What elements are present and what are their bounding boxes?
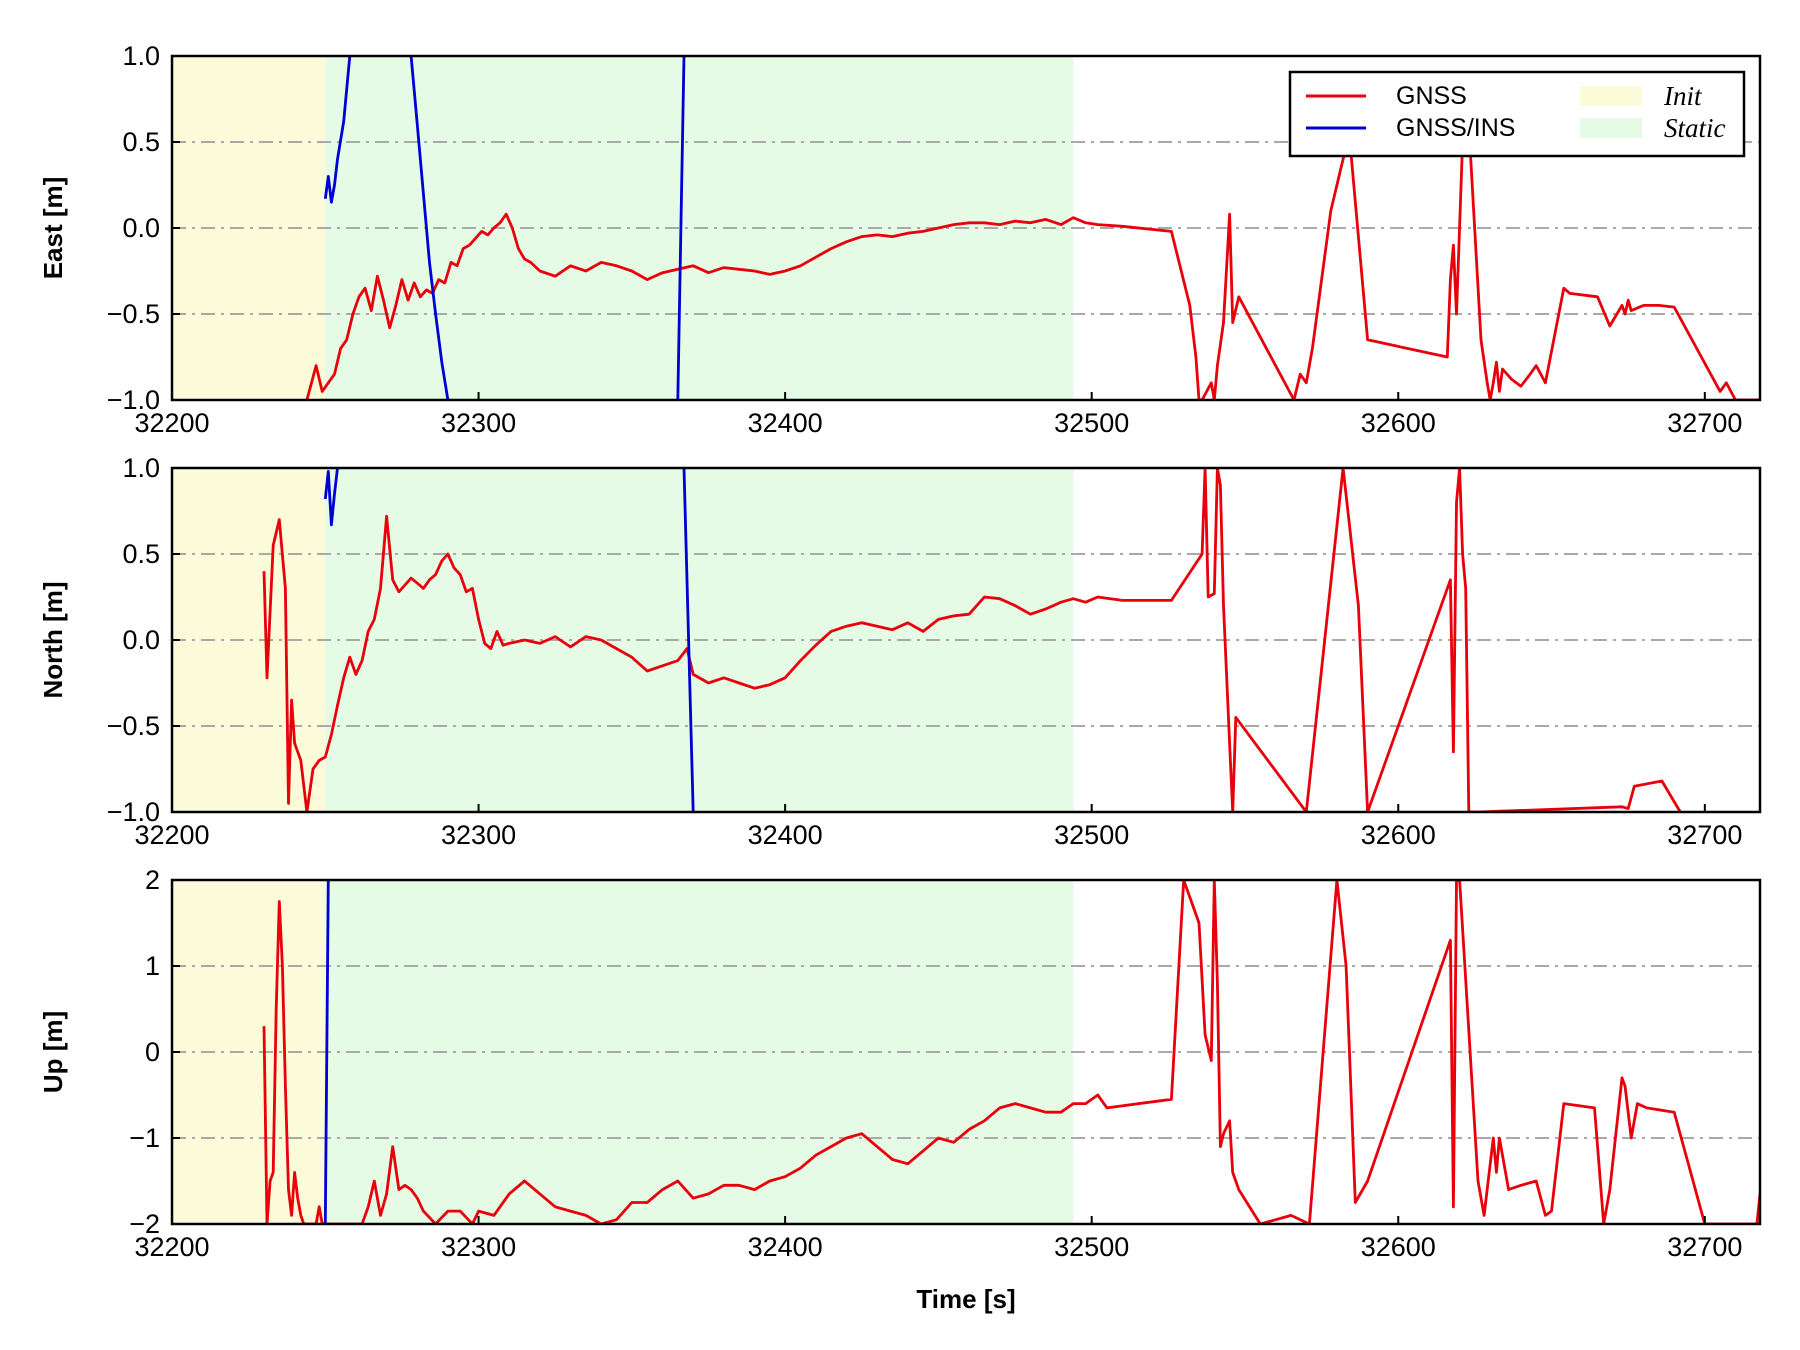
x-tick-label: 32700	[1667, 820, 1742, 850]
legend-item-static: Static	[1580, 113, 1726, 143]
series-gnss-ins-line	[409, 56, 450, 400]
series-gnss-ins-line	[682, 468, 695, 812]
legend-item-gnss-ins: GNSS/INS	[1306, 114, 1515, 142]
y-tick-label: 0.0	[122, 625, 160, 655]
y-tick-label: 0	[145, 1037, 160, 1067]
legend-frame	[1288, 70, 1746, 158]
x-tick-label: 32700	[1667, 1232, 1742, 1262]
y-tick-label: −0.5	[107, 711, 160, 741]
y-tick-label: −1	[129, 1123, 160, 1153]
x-tick-label: 32300	[441, 408, 516, 438]
plot-area	[262, 468, 1682, 812]
y-tick-label: 1	[145, 951, 160, 981]
legend-swatch-init	[1580, 86, 1642, 106]
legend-label-gnss: GNSS	[1396, 82, 1467, 110]
series-gnss-ins-line	[323, 56, 352, 204]
y-tick-label: 1.0	[122, 41, 160, 71]
y-axis-label: North [m]	[38, 582, 68, 699]
panel-east-m: 32200 32300 32400 32500 32600 32700 −1.0 −0.5 0.…	[38, 41, 1762, 438]
y-tick-label: 2	[145, 865, 160, 895]
x-tick-label: 32300	[441, 1232, 516, 1262]
y-tick-label: −1.0	[107, 385, 160, 415]
plot-area	[262, 880, 1760, 1224]
x-tick-label: 32400	[748, 820, 823, 850]
x-tick-label: 32600	[1361, 1232, 1436, 1262]
x-tick-label: 32500	[1054, 408, 1129, 438]
series-gnss-line	[262, 468, 1682, 812]
x-axis-label: Time [s]	[916, 1284, 1015, 1314]
panel-north-m: 32200 32300 32400 32500 32600 32700 −1.0 −0.5 0.…	[38, 453, 1762, 850]
legend-label-static: Static	[1664, 113, 1726, 143]
x-tick-label: 32600	[1361, 408, 1436, 438]
plot-area	[305, 56, 1760, 400]
y-tick-label: −1.0	[107, 797, 160, 827]
series-gnss-line	[262, 880, 1760, 1224]
x-tick-label: 32500	[1054, 1232, 1129, 1262]
x-tick-label: 32700	[1667, 408, 1742, 438]
legend-swatch-static	[1580, 118, 1642, 138]
legend-label-init: Init	[1663, 81, 1703, 111]
legend-item-gnss: GNSS	[1306, 82, 1467, 110]
y-tick-label: −2	[129, 1209, 160, 1239]
legend-item-init: Init	[1580, 81, 1703, 111]
x-tick-label: 32300	[441, 820, 516, 850]
series-gnss-ins-line	[676, 56, 686, 400]
series-gnss-ins-line	[323, 468, 339, 527]
y-tick-label: 0.5	[122, 539, 160, 569]
x-tick-label: 32200	[134, 820, 209, 850]
series-gnss-ins-line	[323, 880, 330, 1224]
legend-label-gnss-ins: GNSS/INS	[1396, 114, 1515, 142]
y-tick-label: −0.5	[107, 299, 160, 329]
panel-up-m: 32200 32300 32400 32500 32600 32700 −2 −1 0 1 2 Up …	[38, 865, 1762, 1262]
y-axis-label: Up [m]	[38, 1011, 68, 1093]
x-tick-label: 32400	[748, 408, 823, 438]
y-axis-label: East [m]	[38, 177, 68, 280]
x-tick-label: 32600	[1361, 820, 1436, 850]
series-gnss-line	[305, 123, 1760, 400]
x-tick-label: 32200	[134, 1232, 209, 1262]
x-tick-label: 32200	[134, 408, 209, 438]
x-tick-label: 32500	[1054, 820, 1129, 850]
y-tick-label: 1.0	[122, 453, 160, 483]
y-tick-label: 0.0	[122, 213, 160, 243]
x-tick-label: 32400	[748, 1232, 823, 1262]
y-tick-label: 0.5	[122, 127, 160, 157]
